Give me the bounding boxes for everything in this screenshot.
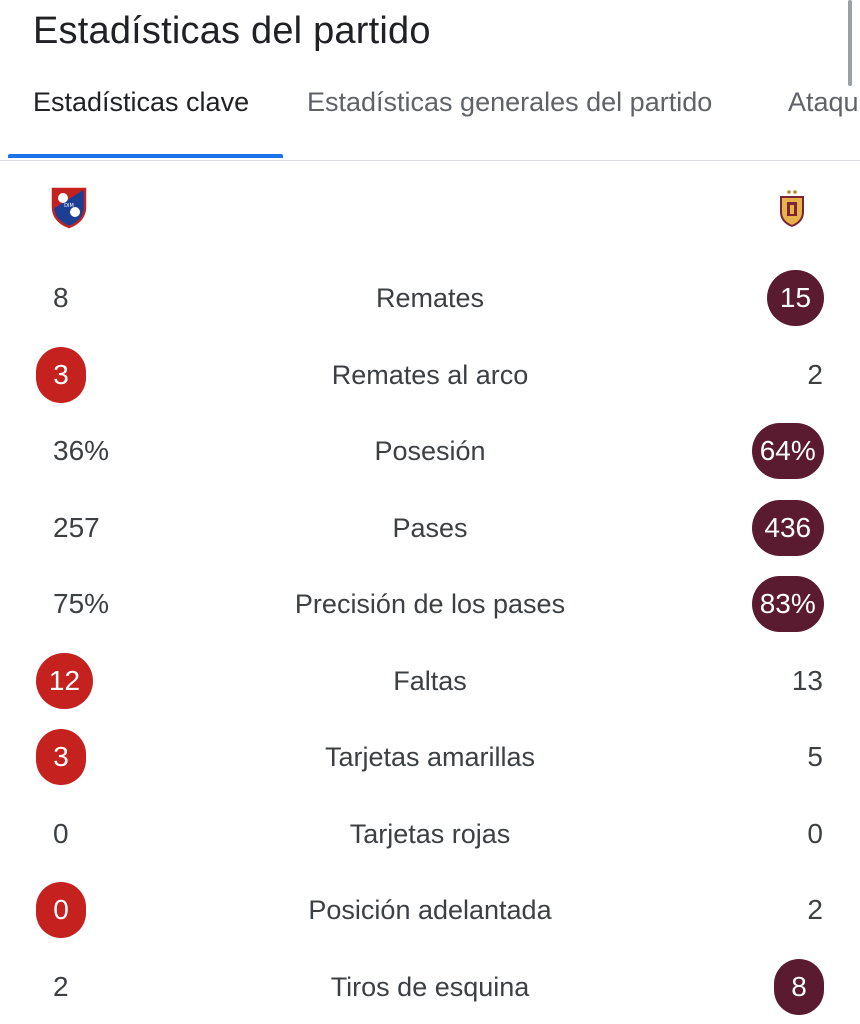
home-stat-value: 3 [36, 729, 86, 785]
stat-row: Tarjetas amarillas 3 5 [0, 727, 860, 787]
stat-label: Tiros de esquina [330, 971, 530, 1002]
home-team-logo: DIM [50, 187, 88, 234]
stat-row: Remates 8 15 [0, 268, 860, 328]
home-stat-value: 257 [53, 511, 100, 543]
stat-label: Faltas [393, 665, 467, 696]
stat-row: Tiros de esquina 2 8 [0, 957, 860, 1017]
away-stat-value: 0 [807, 817, 823, 849]
home-stat-value: 12 [36, 652, 93, 709]
stat-row: Remates al arco 3 2 [0, 345, 860, 405]
home-stat-value: 8 [53, 282, 69, 313]
svg-text:DIM: DIM [64, 203, 74, 209]
away-stat-value: 2 [807, 358, 823, 390]
stat-label: Remates al arco [331, 359, 529, 390]
tab-estadisticas-generales[interactable]: Estadísticas generales del partido [307, 87, 713, 117]
stat-label: Posesión [374, 436, 486, 466]
stat-row: Precisión de los pases 75% 83% [0, 574, 860, 634]
home-stat-value: 0 [36, 882, 86, 938]
away-team-logo [778, 188, 806, 233]
away-stat-value: 83% [751, 576, 824, 632]
home-stat-value: 0 [53, 817, 69, 849]
active-tab-indicator [8, 154, 283, 158]
stat-row: Posesión 36% 64% [0, 421, 860, 481]
tab-estadisticas-clave[interactable]: Estadísticas clave [33, 87, 250, 117]
stat-row: Faltas 12 13 [0, 651, 860, 711]
stat-row: Pases 257 436 [0, 498, 860, 558]
scrollbar[interactable] [848, 0, 852, 86]
tolima-shield-icon [780, 190, 804, 228]
away-stat-value: 5 [807, 741, 823, 772]
tab-ataque[interactable]: Ataqu [788, 87, 859, 117]
away-stat-value: 15 [767, 270, 824, 326]
stat-row: Tarjetas rojas 0 0 [0, 804, 860, 864]
stats-tabs: Estadísticas clave Estadísticas generale… [0, 70, 860, 161]
dim-shield-icon: DIM [51, 187, 87, 229]
home-stat-value: 36% [53, 435, 110, 466]
away-stat-value: 436 [751, 499, 824, 556]
away-stat-value: 8 [774, 958, 824, 1015]
away-stat-value: 2 [807, 894, 823, 925]
stat-label: Remates [375, 283, 485, 313]
stat-label: Tarjetas amarillas [324, 742, 536, 772]
page-title: Estadísticas del partido [33, 10, 431, 52]
home-stat-value: 75% [53, 588, 110, 619]
stat-label: Pases [392, 512, 468, 543]
stat-row: Posición adelantada 0 2 [0, 880, 860, 940]
home-stat-value: 2 [53, 970, 69, 1002]
away-stat-value: 64% [751, 423, 824, 479]
stat-label: Posición adelantada [308, 895, 552, 925]
away-stat-value: 13 [791, 664, 823, 696]
stat-label: Tarjetas rojas [349, 818, 511, 849]
stat-label: Precisión de los pases [294, 589, 566, 619]
home-stat-value: 3 [36, 346, 86, 403]
